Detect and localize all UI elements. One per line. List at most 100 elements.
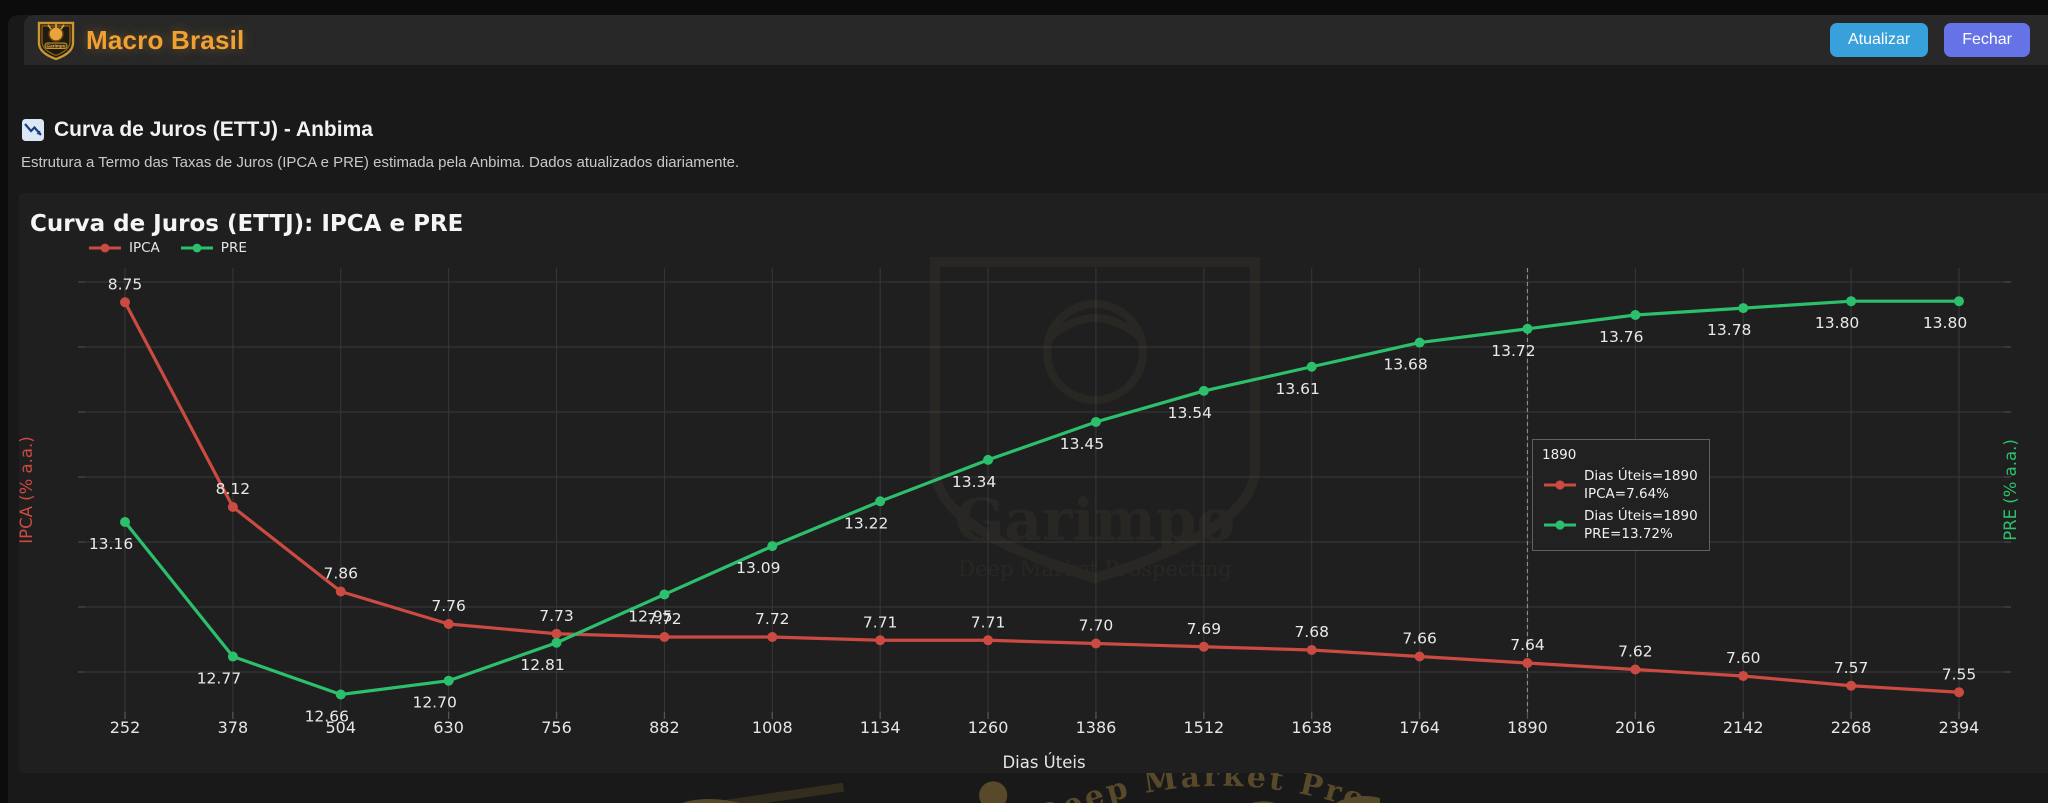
- pre-data-label: 13.78: [1707, 321, 1751, 339]
- ipca-point-marker[interactable]: [443, 619, 454, 629]
- pre-point-marker[interactable]: [983, 454, 994, 465]
- tooltip-row-ipca: Dias Úteis=1890 IPCA=7.64%: [1542, 467, 1700, 503]
- ipca-data-label: 7.71: [971, 613, 1006, 631]
- ipca-data-label: 7.70: [1079, 617, 1114, 635]
- x-tick-label: 378: [218, 718, 249, 737]
- ipca-data-label: 7.72: [755, 610, 790, 628]
- ipca-point-marker[interactable]: [1738, 671, 1749, 681]
- pre-legend-swatch: [180, 243, 213, 253]
- ipca-point-marker[interactable]: [1198, 641, 1209, 652]
- ipca-point-marker[interactable]: [1414, 651, 1425, 662]
- x-tick-label: 1386: [1076, 718, 1117, 737]
- pre-point-marker[interactable]: [1306, 361, 1317, 372]
- ipca-point-marker[interactable]: [335, 586, 346, 597]
- section-subtitle: Estrutura a Termo das Taxas de Juros (IP…: [21, 154, 740, 171]
- ipca-point-marker[interactable]: [1954, 687, 1964, 698]
- ipca-data-label: 7.60: [1726, 649, 1761, 667]
- ipca-data-label: 7.86: [324, 565, 359, 583]
- pre-data-label: 13.76: [1599, 328, 1643, 346]
- legend-item-ipca[interactable]: IPCA: [88, 240, 160, 256]
- x-tick-label: 2394: [1939, 718, 1980, 737]
- ipca-point-marker[interactable]: [875, 635, 886, 646]
- pre-point-marker[interactable]: [767, 541, 778, 552]
- brand: Garimpo Macro Brasil: [36, 19, 244, 61]
- pre-data-label: 13.22: [844, 514, 888, 532]
- ipca-point-marker[interactable]: [659, 632, 670, 642]
- ipca-point-marker[interactable]: [983, 635, 994, 646]
- pre-point-marker[interactable]: [1414, 337, 1425, 348]
- ipca-point-marker[interactable]: [120, 297, 130, 308]
- ipca-point-marker[interactable]: [767, 632, 778, 642]
- ipca-data-label: 8.75: [108, 275, 143, 293]
- pre-point-marker[interactable]: [227, 651, 238, 662]
- pre-point-marker[interactable]: [1522, 323, 1533, 334]
- pre-point-marker[interactable]: [1954, 296, 1964, 307]
- svg-text:Deep Market Prospecting: Deep Market Prospecting: [958, 557, 1231, 581]
- ipca-point-marker[interactable]: [1090, 638, 1101, 649]
- tooltip-ipca-swatch: [1544, 480, 1576, 490]
- pre-point-marker[interactable]: [1198, 385, 1209, 396]
- tooltip-ipca-y: IPCA=7.64%: [1584, 486, 1669, 502]
- axis-title-right: PRE (% a.a.): [2001, 439, 2020, 541]
- app-header: Garimpo Macro Brasil Atualizar Fechar: [24, 15, 2048, 65]
- ipca-data-label: 7.71: [863, 613, 898, 631]
- ipca-point-marker[interactable]: [1306, 645, 1317, 655]
- tooltip-ipca-x: Dias Úteis=1890: [1584, 468, 1698, 484]
- pre-point-marker[interactable]: [659, 589, 670, 600]
- x-tick-label: 1764: [1399, 718, 1440, 737]
- pre-point-marker[interactable]: [551, 637, 562, 648]
- pre-point-marker[interactable]: [1846, 296, 1857, 307]
- pre-point-marker[interactable]: [335, 689, 346, 700]
- close-button[interactable]: Fechar: [1944, 23, 2030, 57]
- ipca-data-label: 7.66: [1402, 630, 1437, 648]
- ipca-point-marker[interactable]: [1522, 658, 1533, 668]
- watermark-bottom: Garimpo Deep Market Prospecting: [620, 773, 1380, 803]
- x-tick-label: 630: [433, 718, 464, 737]
- svg-text:Garimpo: Garimpo: [47, 44, 66, 49]
- x-tick-label: 1134: [860, 718, 901, 737]
- x-tick-label: 882: [649, 718, 680, 737]
- pre-point-marker[interactable]: [1630, 310, 1641, 320]
- watermark-name-bottom: Garimpo: [635, 773, 1380, 803]
- section-title: Curva de Juros (ETTJ) - Anbima: [54, 118, 373, 141]
- pre-data-label: 12.95: [628, 607, 672, 625]
- tooltip-pre-swatch: [1544, 520, 1576, 530]
- pre-data-label: 13.68: [1383, 356, 1427, 374]
- legend-label-ipca: IPCA: [129, 240, 160, 256]
- pre-data-label: 13.61: [1276, 380, 1320, 398]
- pre-data-label: 12.81: [520, 656, 564, 674]
- ipca-point-marker[interactable]: [551, 628, 562, 639]
- pre-data-label: 13.34: [952, 473, 996, 491]
- pre-data-label: 13.80: [1815, 314, 1859, 332]
- ipca-data-label: 7.62: [1618, 643, 1653, 661]
- pre-data-label: 13.80: [1923, 314, 1967, 332]
- center-watermark: Garimpo Deep Market Prospecting: [930, 257, 1260, 584]
- garimpo-logo-icon: Garimpo: [37, 21, 75, 61]
- pre-data-label: 13.09: [736, 559, 780, 577]
- ipca-point-marker[interactable]: [227, 502, 238, 512]
- pre-point-marker[interactable]: [875, 496, 886, 507]
- x-tick-label: 1260: [968, 718, 1009, 737]
- tooltip-row-pre: Dias Úteis=1890 PRE=13.72%: [1542, 507, 1700, 543]
- pre-point-marker[interactable]: [1738, 303, 1749, 314]
- ipca-data-label: 7.55: [1942, 665, 1977, 683]
- x-axis-title: Dias Úteis: [1002, 753, 1085, 772]
- ipca-point-marker[interactable]: [1846, 680, 1857, 691]
- x-tick-label: 1638: [1291, 718, 1332, 737]
- x-tick-label: 2016: [1615, 718, 1656, 737]
- pre-point-marker[interactable]: [1090, 416, 1101, 427]
- pre-data-label: 13.72: [1491, 342, 1535, 360]
- svg-text:Garimpo: Garimpo: [955, 486, 1235, 554]
- pre-point-marker[interactable]: [120, 517, 130, 527]
- ipca-point-marker[interactable]: [1630, 664, 1641, 675]
- chart-legend: IPCA PRE: [88, 240, 247, 256]
- pre-point-marker[interactable]: [443, 675, 454, 686]
- legend-item-pre[interactable]: PRE: [180, 240, 247, 256]
- refresh-button[interactable]: Atualizar: [1829, 23, 1929, 57]
- pre-data-label: 13.16: [89, 535, 133, 553]
- hover-tooltip: 1890 Dias Úteis=1890 IPCA=7.64% Dias Úte…: [1532, 439, 1710, 551]
- tooltip-pre-y: PRE=13.72%: [1584, 526, 1673, 542]
- ipca-data-label: 7.72: [647, 610, 682, 628]
- tooltip-header: 1890: [1542, 447, 1577, 463]
